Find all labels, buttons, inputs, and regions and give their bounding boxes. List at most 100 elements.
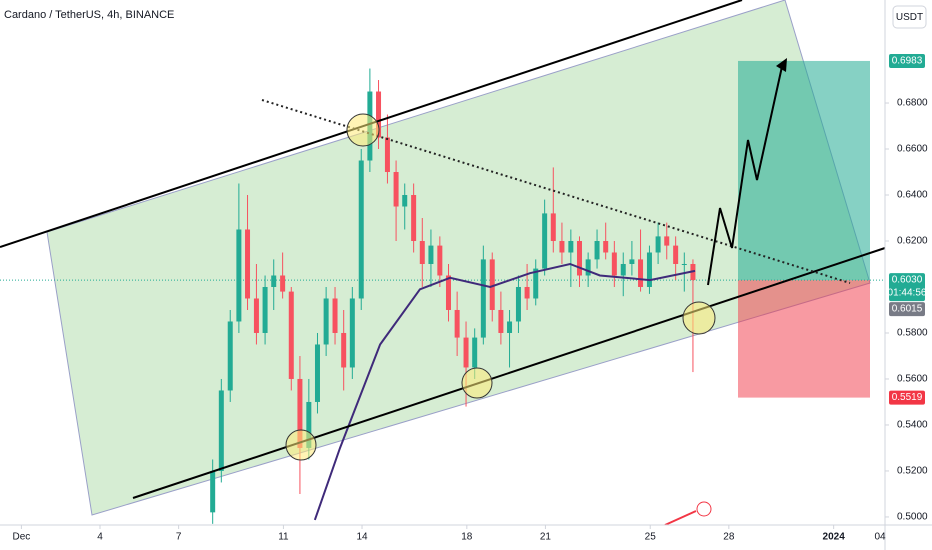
candle-body	[297, 378, 303, 448]
candle-body	[480, 259, 486, 338]
candle-body	[515, 286, 521, 322]
candle-body	[524, 286, 530, 299]
price-label: 0.6983	[892, 56, 923, 67]
candle-body	[437, 245, 443, 276]
candle-body	[218, 390, 224, 471]
candle-body	[550, 213, 556, 241]
candle-body	[271, 275, 277, 287]
candle-body	[585, 259, 591, 276]
countdown: 01:44:56	[888, 288, 927, 299]
pivot-circle	[346, 113, 380, 147]
y-tick-label: 0.6600	[897, 144, 928, 155]
price-label: 0.6030	[892, 275, 923, 286]
time-axis	[0, 525, 885, 550]
x-tick-label: 04	[874, 532, 886, 543]
candle-body	[594, 240, 600, 260]
pivot-circle	[682, 301, 716, 335]
drawings	[0, 0, 886, 526]
stop-zone	[738, 280, 870, 398]
candle-body	[227, 321, 233, 391]
candle-body	[542, 213, 548, 269]
candle-body	[611, 252, 617, 276]
candle-body	[411, 195, 417, 241]
price-label-box	[889, 53, 925, 68]
candle-body	[489, 259, 495, 310]
pivot-circle	[285, 429, 317, 461]
candle-body	[454, 309, 460, 338]
y-tick-label: 0.5000	[897, 512, 928, 523]
candle-body	[646, 252, 652, 287]
price-label-box	[889, 302, 925, 317]
candle-body	[498, 309, 504, 333]
x-tick-label: 14	[356, 532, 368, 543]
x-tick-label: 11	[278, 532, 289, 543]
candle-body	[445, 275, 451, 310]
chart-title: Cardano / TetherUS, 4h, BINANCE	[4, 9, 174, 21]
y-tick-label: 0.5400	[897, 420, 928, 431]
pivot-circle	[461, 367, 493, 399]
target-zone	[738, 60, 870, 281]
x-tick-label: 18	[461, 532, 473, 543]
candle-body	[428, 245, 434, 264]
candle-body	[245, 229, 251, 299]
x-tick-label: 7	[176, 532, 182, 543]
candle-body	[620, 263, 626, 276]
y-tick-label: 0.5600	[897, 374, 928, 385]
candle-body	[638, 259, 644, 287]
candle-body	[681, 263, 687, 265]
candle-body	[533, 268, 539, 299]
candle-body	[323, 298, 329, 345]
candle-body	[253, 298, 259, 333]
candle-body	[376, 91, 382, 138]
candle-body	[288, 291, 294, 379]
x-tick-label: 2024	[823, 532, 846, 543]
price-label: 0.6015	[892, 304, 923, 315]
y-tick-label: 0.5200	[897, 466, 928, 477]
candle-body	[341, 332, 347, 368]
candle-body	[210, 470, 216, 513]
candle-body	[568, 240, 574, 253]
candle-body	[507, 321, 513, 333]
labels: 0.5000 0.5200 0.5400 0.5600 0.5800 0.6200 0.64…	[13, 53, 928, 543]
y-tick-label: 0.5800	[897, 328, 928, 339]
candle-body	[629, 259, 635, 264]
candle-body	[280, 275, 286, 292]
price-label-box	[889, 273, 925, 302]
x-tick-label: 28	[723, 532, 735, 543]
channel-lower	[132, 247, 886, 499]
candle-body	[673, 245, 679, 264]
x-tick-label: Dec	[13, 532, 31, 543]
candle-body	[603, 240, 609, 253]
candle-body	[472, 337, 478, 368]
x-tick-label: 21	[540, 532, 552, 543]
x-tick-label: 25	[645, 532, 657, 543]
candle-body	[384, 137, 390, 173]
price-label-box	[889, 390, 925, 405]
candle-body	[559, 240, 565, 253]
candle-body	[306, 401, 312, 448]
candle-body	[655, 236, 661, 253]
currency: USDT	[896, 12, 923, 23]
candle-body	[664, 236, 670, 246]
candle-body	[393, 172, 399, 207]
candle-body	[314, 344, 320, 402]
candle-body	[236, 229, 242, 322]
y-tick-label: 0.6800	[897, 98, 928, 109]
event-arrow	[664, 510, 697, 526]
projection-arrow	[707, 61, 784, 286]
price-label: 0.5519	[892, 392, 923, 403]
candle-body	[402, 195, 408, 207]
currency-button[interactable]	[892, 5, 927, 29]
x-tick-label: 4	[97, 532, 103, 543]
candle-body	[358, 160, 364, 299]
candle-body	[332, 298, 338, 333]
candle-body	[419, 240, 425, 264]
arrow-head	[776, 58, 787, 72]
candle-body	[262, 286, 268, 333]
candle-body	[463, 337, 469, 368]
moving-average	[313, 262, 696, 521]
event-icon[interactable]	[696, 501, 712, 517]
candle-body	[576, 240, 582, 276]
y-tick-label: 0.6400	[897, 190, 928, 201]
